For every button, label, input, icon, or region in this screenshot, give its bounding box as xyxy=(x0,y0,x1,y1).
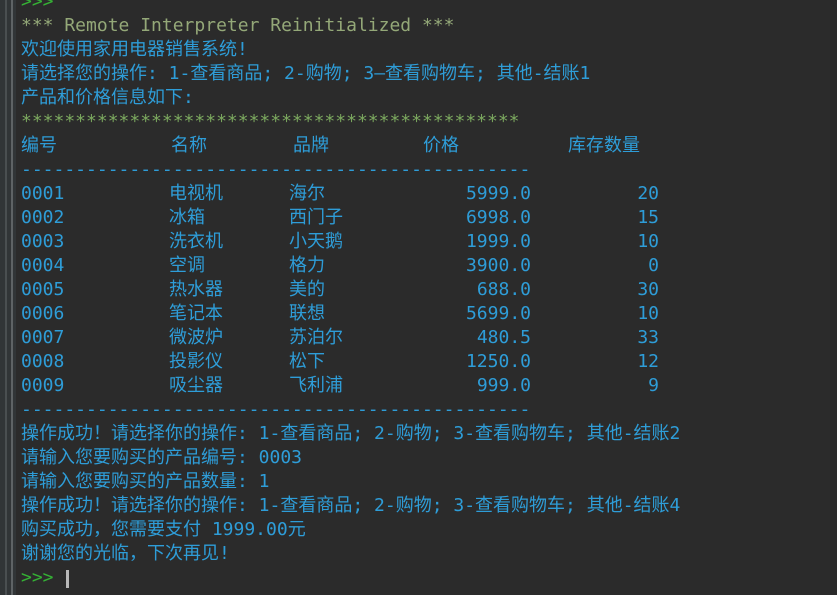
menu-prompt-2: 操作成功！请选择你的操作: 1-查看商品; 2-购物; 3-查看购物车; 其他-… xyxy=(21,423,681,444)
table-header-row: 编号 名称 品牌 价格 库存数量 xyxy=(21,134,837,158)
cell-price: 1250.0 xyxy=(465,351,531,372)
python-console[interactable]: >>> *** Remote Interpreter Reinitialized… xyxy=(16,0,837,590)
cell-brand: 松下 xyxy=(289,351,325,372)
cell-code: 0008 xyxy=(21,351,65,372)
cell-brand: 西门子 xyxy=(289,207,343,228)
product-table: 0001 电视机 海尔 5999.0 20 0002 冰箱 西门子 6998.0 15 0003 洗衣… xyxy=(21,182,837,398)
cell-name: 热水器 xyxy=(169,279,223,300)
cell-name: 空调 xyxy=(169,255,205,276)
cell-stock: 0 xyxy=(648,255,659,276)
table-row: 0009 吸尘器 飞利浦 999.0 9 xyxy=(21,374,837,398)
table-row: 0001 电视机 海尔 5999.0 20 xyxy=(21,182,837,206)
cell-code: 0006 xyxy=(21,303,65,324)
cell-brand: 海尔 xyxy=(289,183,325,204)
cell-name: 电视机 xyxy=(169,183,223,204)
input-product-code-line: 请输入您要购买的产品编号: 0003 xyxy=(21,447,303,468)
cell-code: 0009 xyxy=(21,375,65,396)
product-info-label: 产品和价格信息如下: xyxy=(21,87,194,108)
cell-stock: 33 xyxy=(637,327,659,348)
header-price: 价格 xyxy=(423,135,459,156)
table-row: 0005 热水器 美的 688.0 30 xyxy=(21,278,837,302)
menu-prompt-1: 请选择您的操作: 1-查看商品; 2-购物; 3—查看购物车; 其他-结账1 xyxy=(21,63,591,84)
python-prompt: >>> xyxy=(21,567,65,588)
table-row: 0006 笔记本 联想 5699.0 10 xyxy=(21,302,837,326)
panel-splitter[interactable] xyxy=(5,0,7,595)
separator-dashes-bottom: ----------------------------------------… xyxy=(21,399,531,420)
separator-dashes-top: ----------------------------------------… xyxy=(21,159,531,180)
cell-name: 洗衣机 xyxy=(169,231,223,252)
cell-stock: 15 xyxy=(637,207,659,228)
cell-name: 微波炉 xyxy=(169,327,223,348)
separator-stars: ****************************************… xyxy=(21,111,520,132)
cell-brand: 格力 xyxy=(289,255,325,276)
cell-stock: 10 xyxy=(637,303,659,324)
menu-prompt-3: 操作成功！请选择你的操作: 1-查看商品; 2-购物; 3-查看购物车; 其他-… xyxy=(21,495,681,516)
cell-name: 笔记本 xyxy=(169,303,223,324)
cell-stock: 30 xyxy=(637,279,659,300)
cell-brand: 小天鹅 xyxy=(289,231,343,252)
input-quantity-line: 请输入您要购买的产品数量: 1 xyxy=(21,471,270,492)
header-code: 编号 xyxy=(21,135,57,156)
header-name: 名称 xyxy=(171,135,207,156)
cell-price: 480.5 xyxy=(476,327,531,348)
cell-price: 1999.0 xyxy=(465,231,531,252)
table-row: 0002 冰箱 西门子 6998.0 15 xyxy=(21,206,837,230)
cell-code: 0001 xyxy=(21,183,65,204)
cell-stock: 20 xyxy=(637,183,659,204)
cell-code: 0007 xyxy=(21,327,65,348)
welcome-message: 欢迎使用家用电器销售系统! xyxy=(21,39,248,60)
table-row: 0003 洗衣机 小天鹅 1999.0 10 xyxy=(21,230,837,254)
table-row: 0007 微波炉 苏泊尔 480.5 33 xyxy=(21,326,837,350)
cell-brand: 联想 xyxy=(289,303,325,324)
cell-brand: 飞利浦 xyxy=(289,375,343,396)
cell-stock: 10 xyxy=(637,231,659,252)
cell-brand: 美的 xyxy=(289,279,325,300)
cell-price: 6998.0 xyxy=(465,207,531,228)
table-row: 0004 空调 格力 3900.0 0 xyxy=(21,254,837,278)
cell-code: 0005 xyxy=(21,279,65,300)
cell-price: 5999.0 xyxy=(465,183,531,204)
cell-price: 3900.0 xyxy=(465,255,531,276)
console-gutter-line xyxy=(11,0,13,595)
cell-code: 0002 xyxy=(21,207,65,228)
payment-message: 购买成功，您需要支付 1999.00元 xyxy=(21,519,306,540)
cell-price: 5699.0 xyxy=(465,303,531,324)
goodbye-message: 谢谢您的光临，下次再见! xyxy=(21,543,230,564)
python-prompt-line[interactable]: >>> xyxy=(21,566,837,590)
cell-code: 0003 xyxy=(21,231,65,252)
cell-code: 0004 xyxy=(21,255,65,276)
cell-price: 999.0 xyxy=(476,375,531,396)
header-brand: 品牌 xyxy=(293,135,329,156)
table-row: 0008 投影仪 松下 1250.0 12 xyxy=(21,350,837,374)
cell-brand: 苏泊尔 xyxy=(289,327,343,348)
cell-price: 688.0 xyxy=(476,279,531,300)
cell-name: 投影仪 xyxy=(169,351,223,372)
cell-stock: 12 xyxy=(637,351,659,372)
text-cursor[interactable] xyxy=(66,570,70,588)
cell-stock: 9 xyxy=(648,375,659,396)
header-stock: 库存数量 xyxy=(568,135,640,156)
cell-name: 吸尘器 xyxy=(169,375,223,396)
python-prompt-top: >>> xyxy=(21,0,65,12)
left-panel-rail xyxy=(0,0,16,595)
cell-name: 冰箱 xyxy=(169,207,205,228)
reinit-message: *** Remote Interpreter Reinitialized *** xyxy=(21,15,455,36)
